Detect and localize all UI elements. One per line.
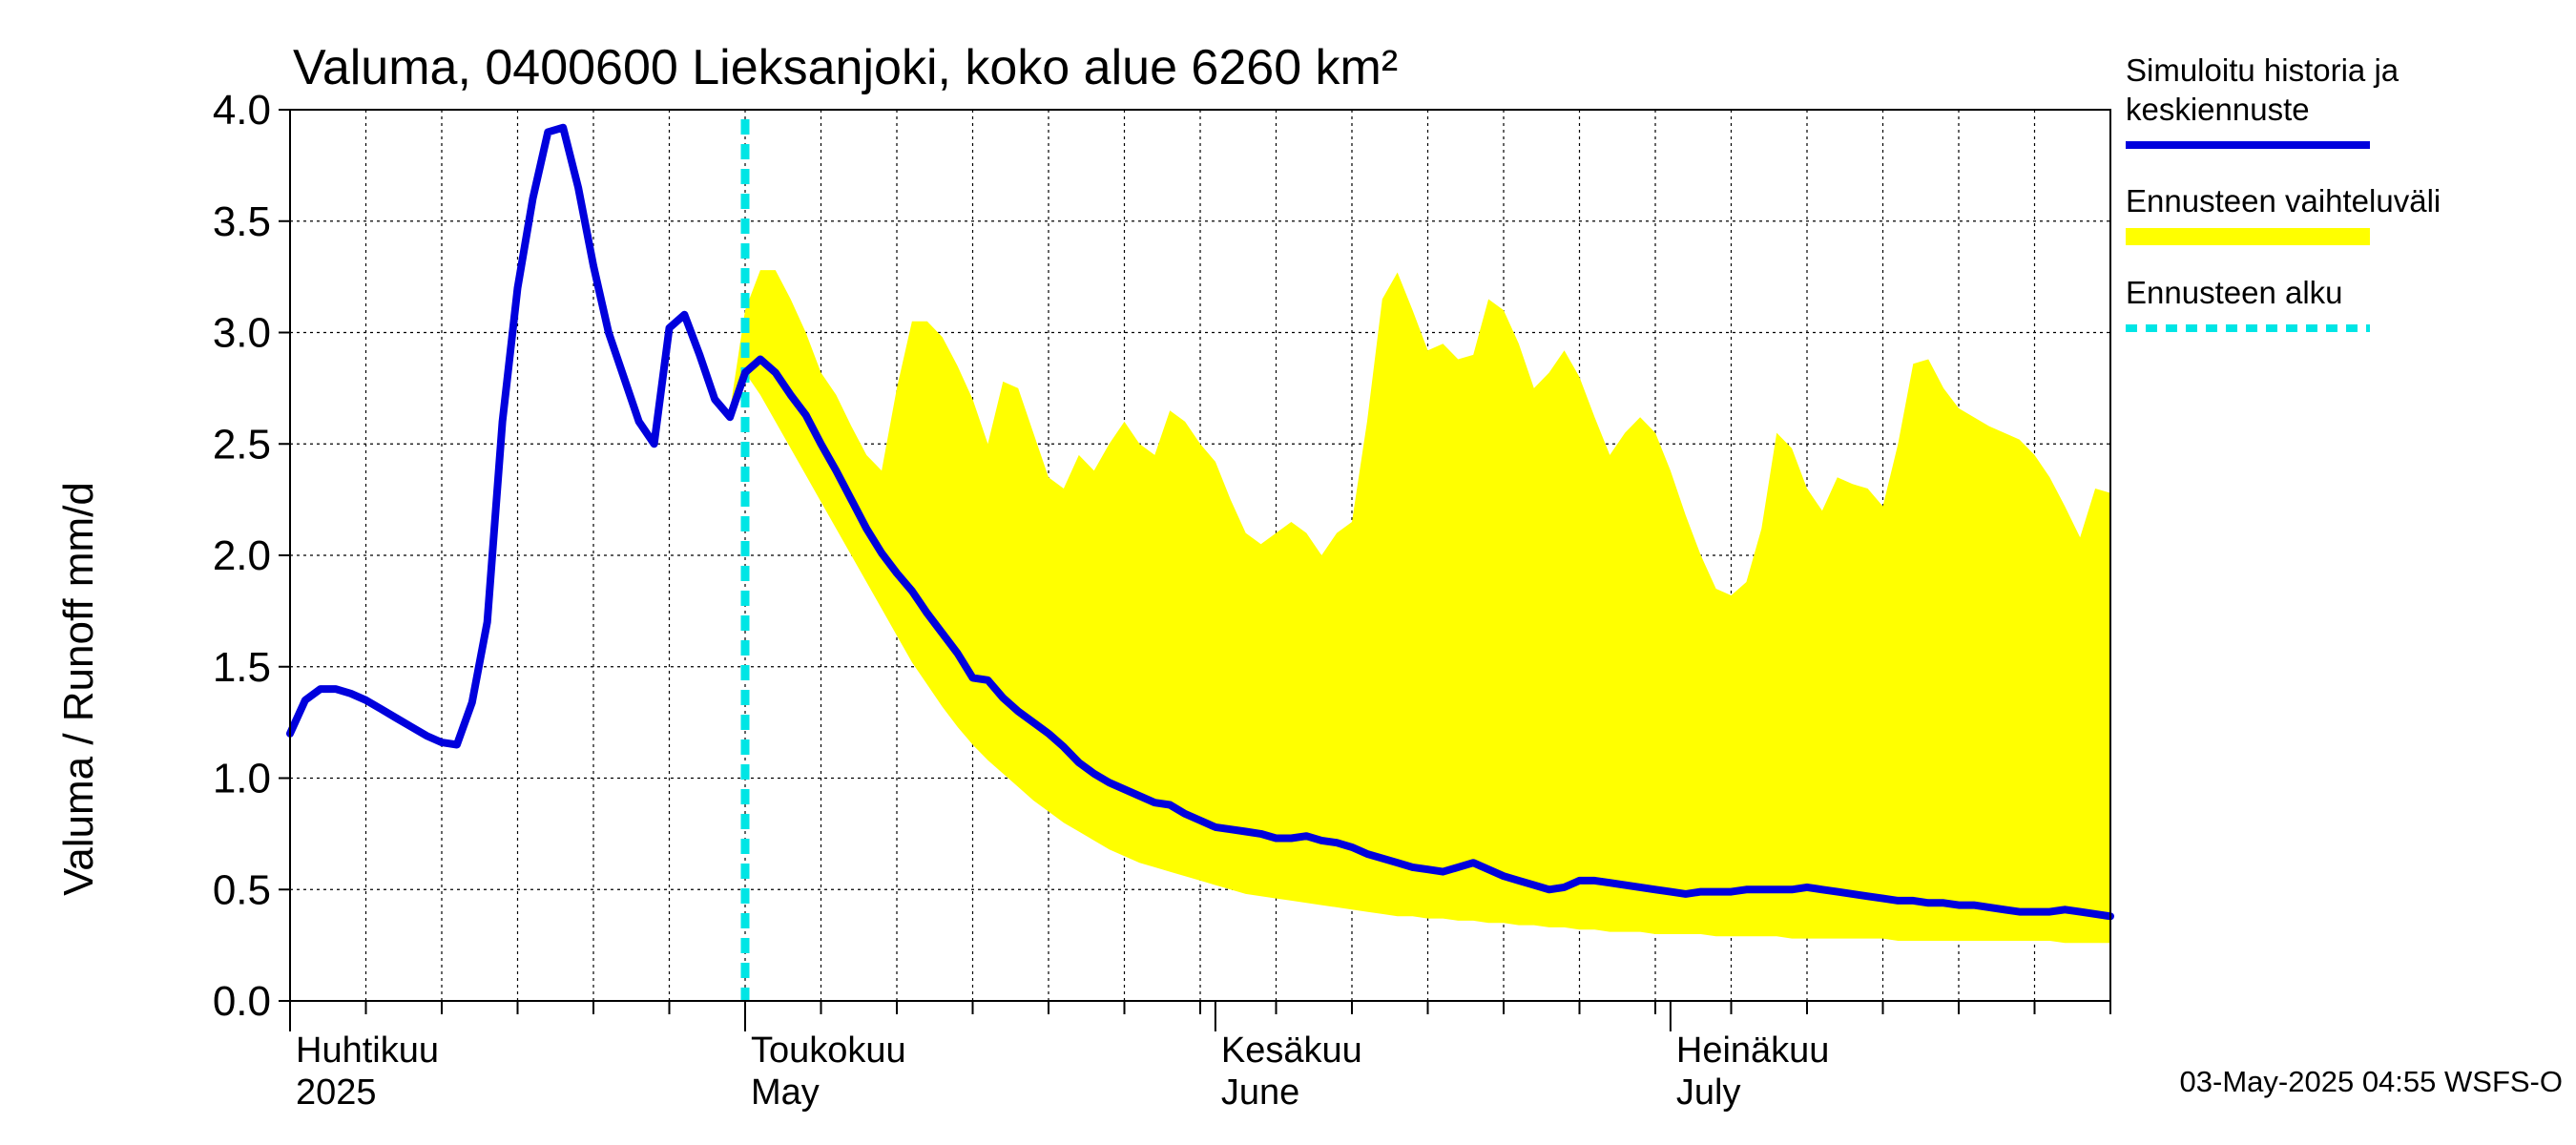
month-label: Toukokuu xyxy=(751,1030,906,1071)
y-tick-label: 2.0 xyxy=(213,532,271,579)
forecast-range-band xyxy=(730,270,2110,944)
legend: Simuloitu historia ja keskiennuste Ennuste… xyxy=(2126,52,2441,332)
y-tick-label: 1.0 xyxy=(213,756,271,802)
legend-entry-label: Ennusteen alku xyxy=(2126,275,2343,310)
y-tick-label: 2.5 xyxy=(213,421,271,468)
legend-swatch-band xyxy=(2126,228,2370,245)
legend-entry-label: Ennusteen vaihteluväli xyxy=(2126,183,2441,219)
timestamp-label: 03-May-2025 04:55 WSFS-O xyxy=(2180,1065,2563,1098)
month-sublabel: May xyxy=(751,1072,820,1113)
y-axis-ticks: 0.0 0.5 1.0 1.5 2.0 2.5 3.0 3.5 4.0 xyxy=(213,87,290,1025)
y-axis-label: Valuma / Runoff mm/d xyxy=(55,482,102,896)
legend-entry-label: keskiennuste xyxy=(2126,92,2310,127)
month-sublabel: July xyxy=(1676,1072,1741,1113)
month-label: Kesäkuu xyxy=(1221,1030,1362,1071)
y-tick-label: 0.5 xyxy=(213,866,271,913)
chart-title: Valuma, 0400600 Lieksanjoki, koko alue 6… xyxy=(293,40,1398,95)
y-tick-label: 0.0 xyxy=(213,978,271,1025)
y-tick-label: 3.0 xyxy=(213,310,271,357)
month-sublabel: June xyxy=(1221,1072,1299,1113)
y-tick-label: 3.5 xyxy=(213,198,271,245)
month-label: Huhtikuu xyxy=(296,1030,439,1071)
month-label: Heinäkuu xyxy=(1676,1030,1830,1071)
simulated-history-line xyxy=(286,123,2114,921)
y-tick-label: 4.0 xyxy=(213,87,271,134)
y-tick-label: 1.5 xyxy=(213,644,271,691)
month-sublabel: 2025 xyxy=(296,1072,377,1113)
legend-entry-label: Simuloitu historia ja xyxy=(2126,52,2399,88)
